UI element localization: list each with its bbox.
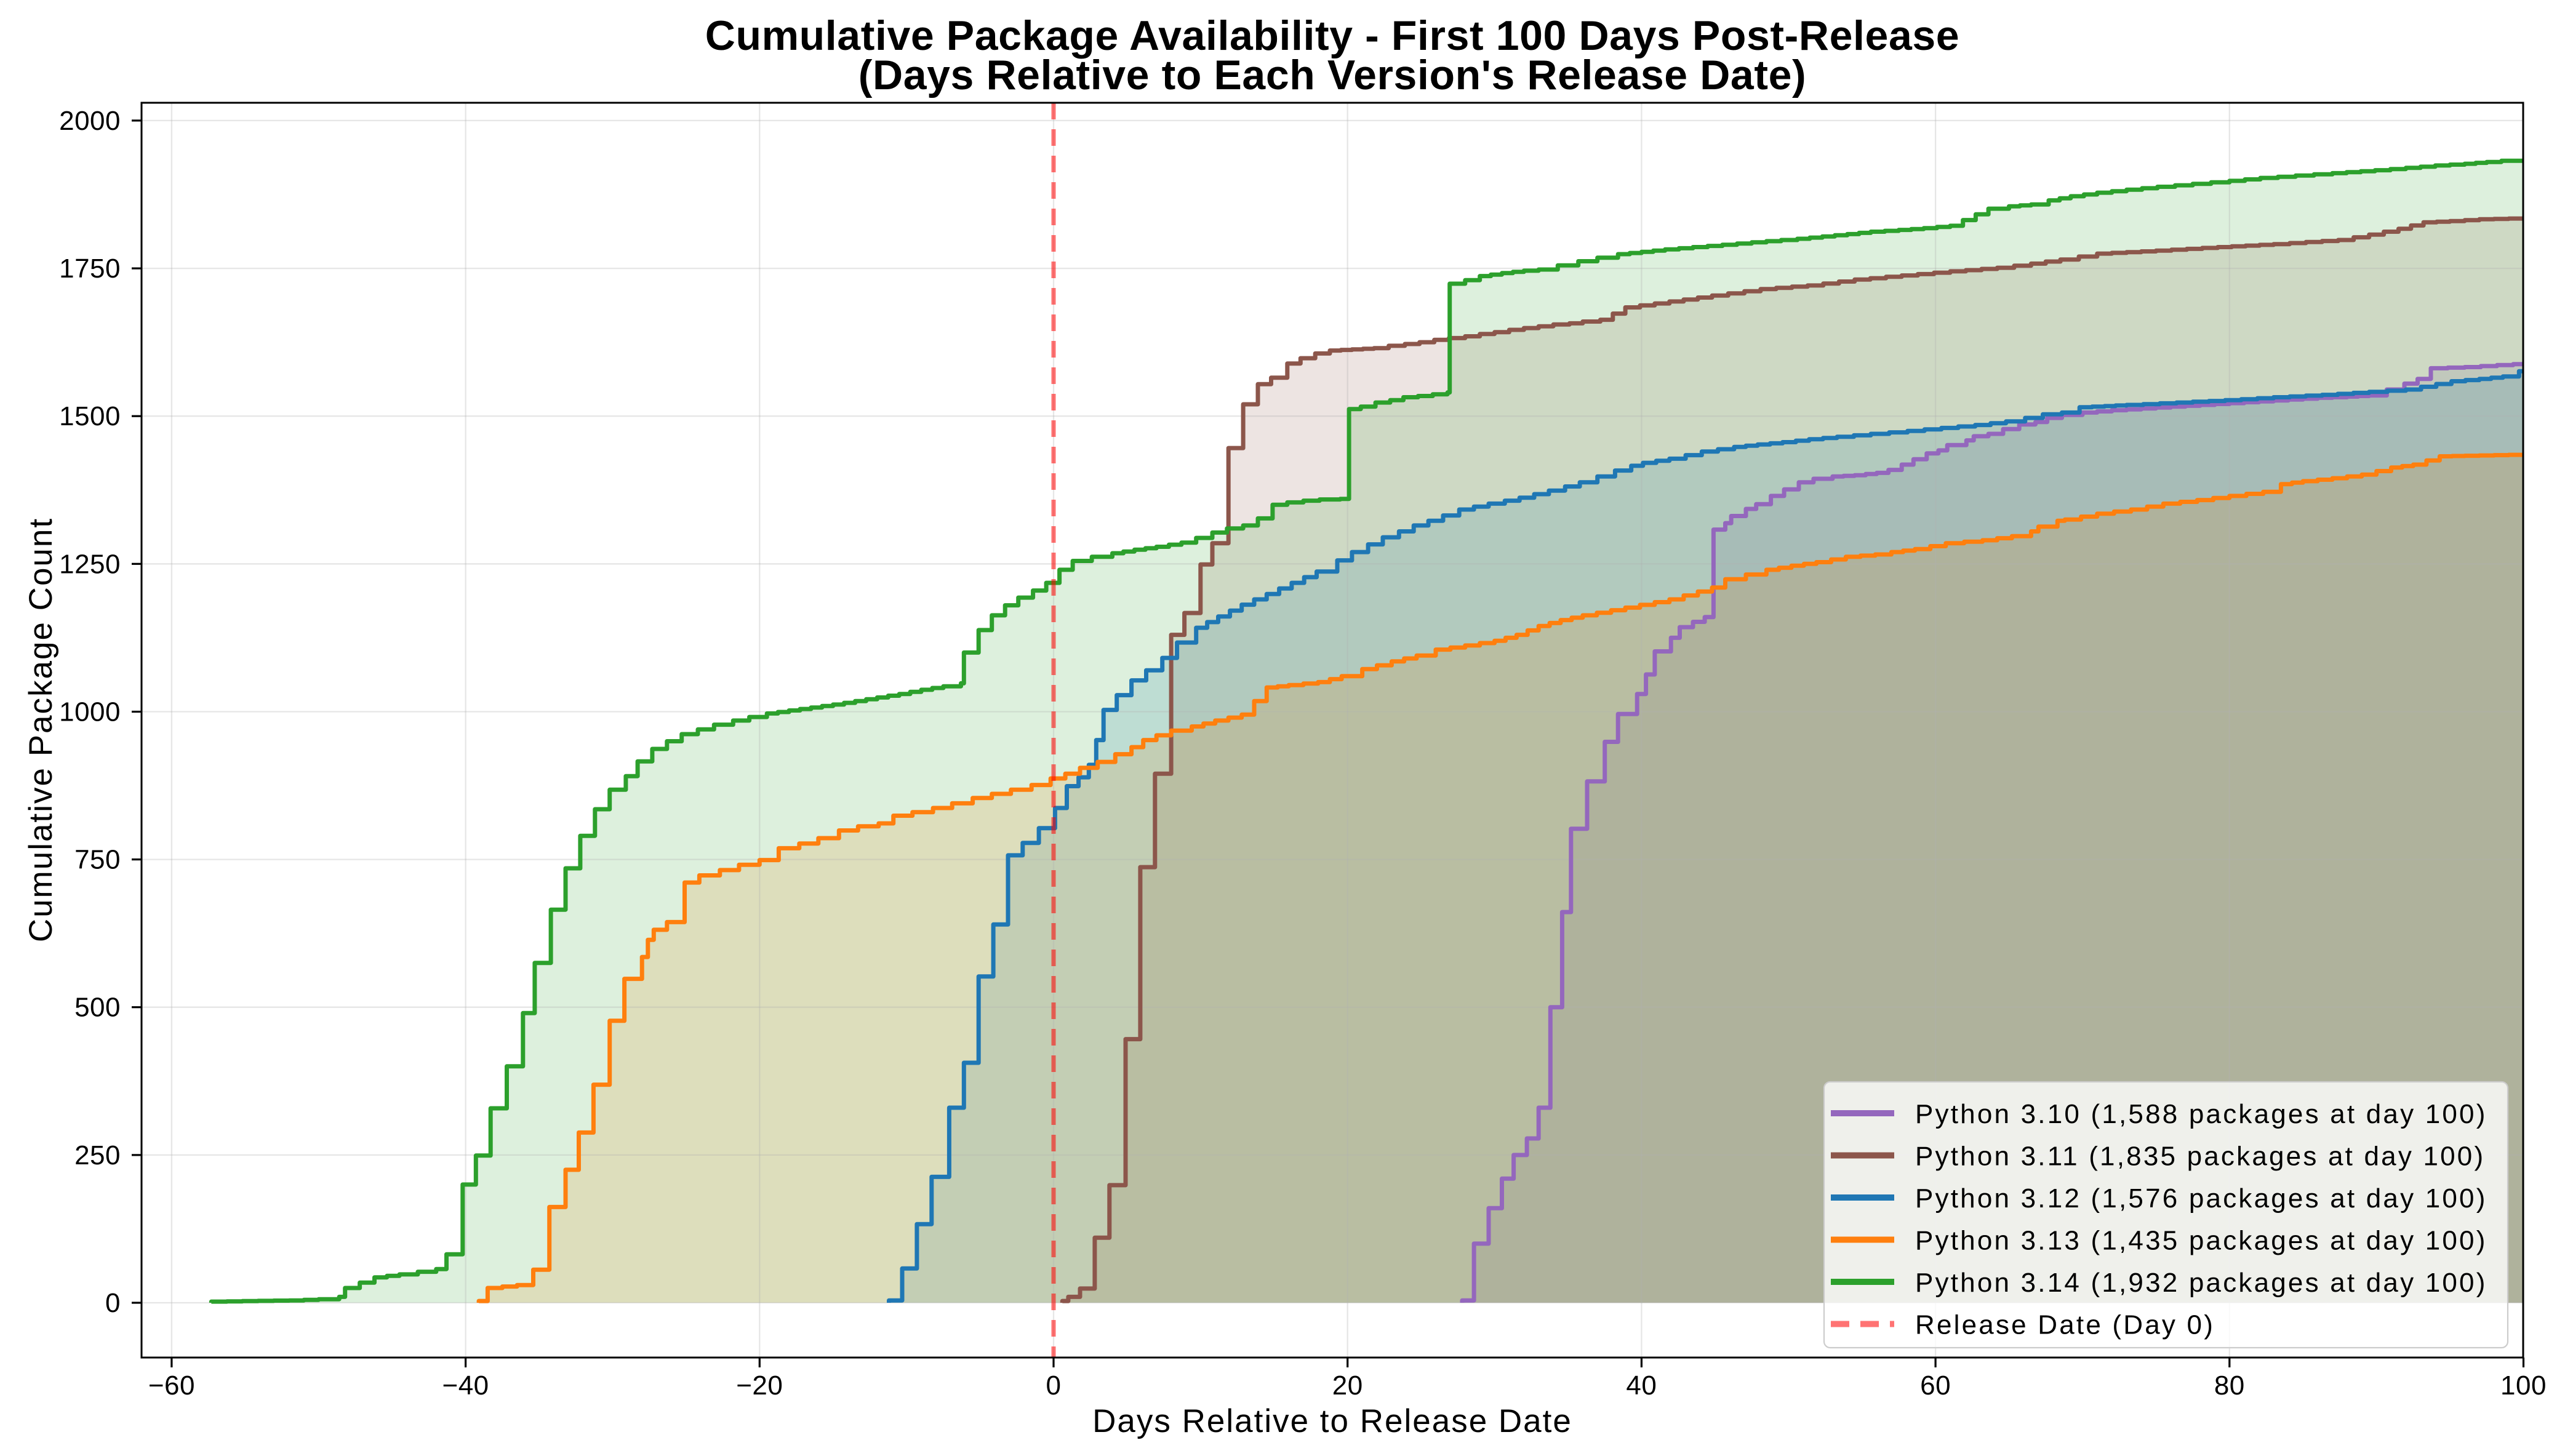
svg-text:1500: 1500 [59, 401, 121, 431]
svg-text:(Days Relative to Each Version: (Days Relative to Each Version's Release… [858, 52, 1806, 98]
svg-text:Cumulative Package Availabilit: Cumulative Package Availability - First … [705, 12, 1959, 59]
svg-text:250: 250 [74, 1140, 121, 1170]
svg-text:1750: 1750 [59, 254, 121, 284]
svg-text:100: 100 [2500, 1370, 2547, 1401]
svg-text:20: 20 [1332, 1370, 1363, 1401]
svg-text:Python 3.14 (1,932 packages at: Python 3.14 (1,932 packages at day 100) [1915, 1268, 2487, 1298]
svg-text:−20: −20 [736, 1370, 783, 1401]
svg-text:60: 60 [1920, 1370, 1951, 1401]
svg-text:2000: 2000 [59, 106, 121, 136]
svg-text:−60: −60 [148, 1370, 195, 1401]
svg-text:0: 0 [1046, 1370, 1062, 1401]
svg-text:1250: 1250 [59, 549, 121, 579]
svg-text:Days Relative to Release Date: Days Relative to Release Date [1092, 1403, 1572, 1439]
svg-text:Release Date (Day 0): Release Date (Day 0) [1915, 1310, 2215, 1340]
svg-text:500: 500 [74, 993, 121, 1023]
svg-text:40: 40 [1626, 1370, 1657, 1401]
svg-text:Python 3.12 (1,576 packages at: Python 3.12 (1,576 packages at day 100) [1915, 1183, 2487, 1214]
svg-text:80: 80 [2214, 1370, 2245, 1401]
svg-text:Python 3.10 (1,588 packages at: Python 3.10 (1,588 packages at day 100) [1915, 1099, 2487, 1129]
svg-text:Python 3.13 (1,435 packages at: Python 3.13 (1,435 packages at day 100) [1915, 1226, 2487, 1256]
svg-text:750: 750 [74, 845, 121, 875]
svg-text:1000: 1000 [59, 697, 121, 727]
svg-text:−40: −40 [442, 1370, 489, 1401]
svg-text:Cumulative Package Count: Cumulative Package Count [23, 518, 59, 942]
svg-text:0: 0 [105, 1288, 121, 1318]
svg-text:Python 3.11 (1,835 packages at: Python 3.11 (1,835 packages at day 100) [1915, 1142, 2485, 1172]
